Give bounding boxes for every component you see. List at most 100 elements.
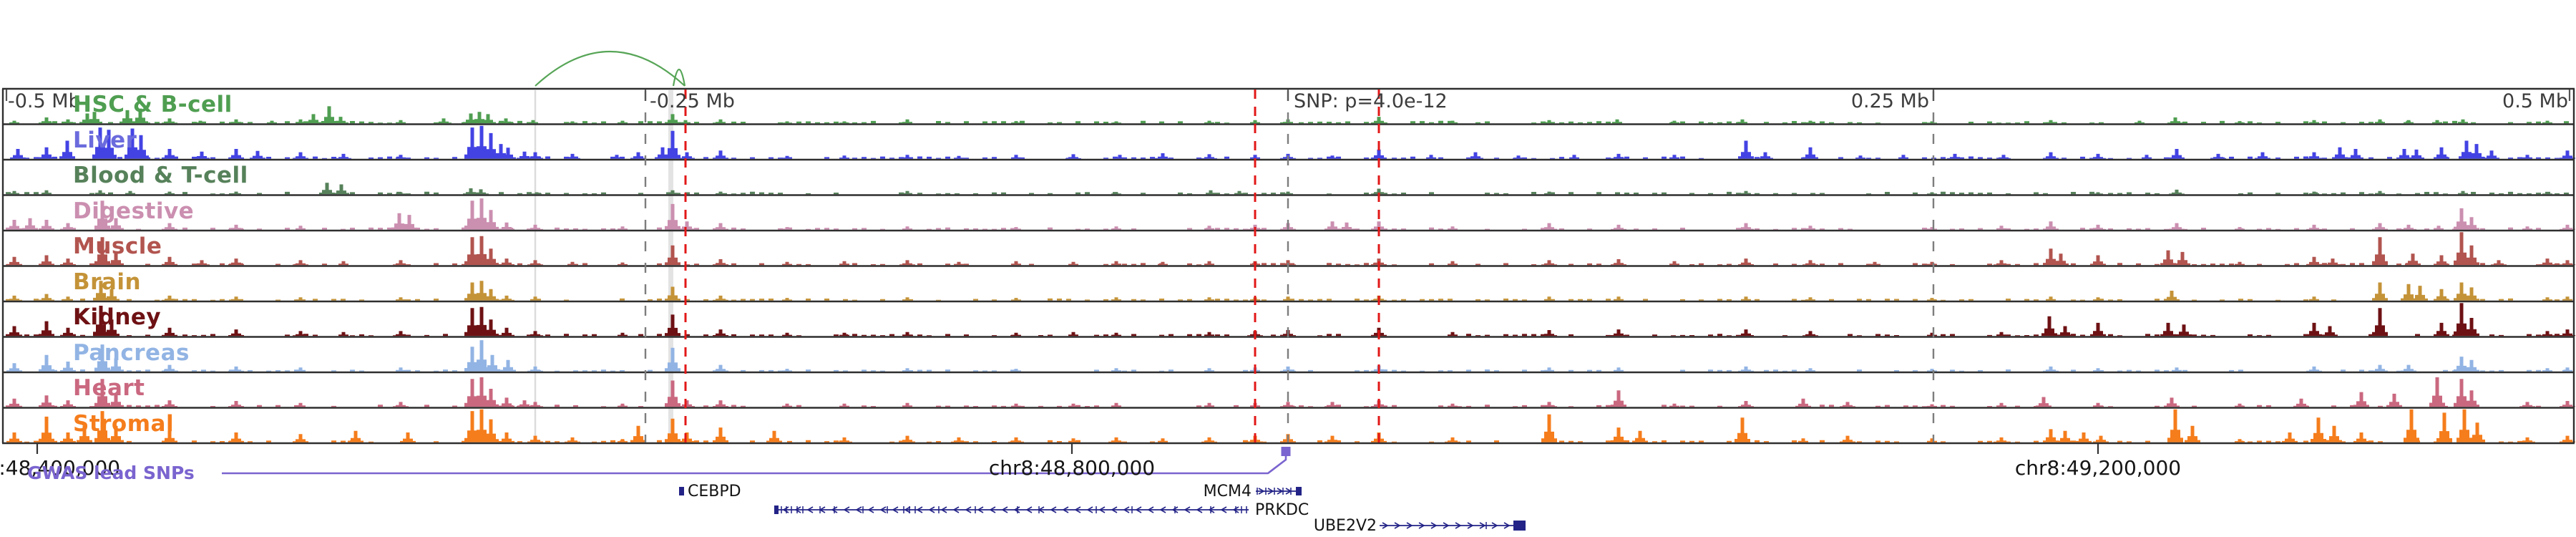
chr-coord-label-center: chr8:48,800,000	[988, 456, 1156, 480]
strand-arrow-icon	[1147, 506, 1154, 513]
chr-coord-label-right: chr8:49,200,000	[2014, 456, 2182, 480]
gene-end-box	[1296, 487, 1302, 495]
ruler-tick-label-pos05: 0.5 Mb	[2502, 90, 2568, 112]
track-label-kidney: Kidney	[73, 304, 162, 330]
lead-snp-lines	[684, 90, 1380, 442]
track-label-muscle: Muscle	[73, 233, 162, 259]
ruler-ticks	[5, 90, 2571, 101]
strand-arrow-icon	[989, 506, 996, 513]
strand-arrow-icon	[1074, 506, 1081, 513]
strand-arrow-icon	[794, 506, 801, 513]
strand-arrow-icon	[916, 506, 923, 513]
gene-end-box	[774, 505, 779, 514]
strand-arrow-icon	[1050, 506, 1057, 513]
strand-arrow-icon	[1443, 522, 1450, 529]
strand-arrow-icon	[1277, 488, 1284, 495]
track-signal-brain	[6, 281, 2572, 301]
strand-arrow-icon	[1220, 506, 1227, 513]
chr-coord-label-left: chr8:48,400,000	[0, 456, 121, 480]
strand-arrow-icon	[940, 506, 947, 513]
gene-label-mcm4: MCM4	[1203, 483, 1252, 500]
strand-arrow-icon	[1001, 506, 1008, 513]
strand-arrow-icon	[928, 506, 935, 513]
track-signal-liver	[10, 125, 2575, 159]
track-label-brain: Brain	[73, 268, 142, 295]
strand-arrow-icon	[1098, 506, 1106, 513]
strand-arrow-icon	[806, 506, 814, 513]
genome-axis-ticks	[36, 443, 2099, 454]
strand-arrow-icon	[965, 506, 972, 513]
strand-arrow-icon	[879, 506, 887, 513]
track-signal-digestive	[6, 198, 2575, 230]
strand-arrow-icon	[1062, 506, 1069, 513]
strand-arrow-icon	[1196, 506, 1203, 513]
gwas-lead-snps-label: GWAS lead SNPs	[27, 463, 195, 483]
position-tick-lines	[644, 91, 1935, 442]
strand-arrow-icon	[1111, 506, 1118, 513]
strand-arrow-icon	[1455, 522, 1462, 529]
gene-models	[679, 487, 1526, 531]
strand-arrow-icon	[1430, 522, 1438, 529]
strand-arrow-icon	[1418, 522, 1425, 529]
gene-prkdc	[774, 505, 1249, 514]
ruler-tick-label-pos025: 0.25 Mb	[1850, 90, 1929, 112]
strand-arrow-icon	[1232, 506, 1239, 513]
strand-arrow-icon	[1025, 506, 1033, 513]
ruler-tick-label-neg05: -0.5 Mb	[8, 90, 81, 112]
gene-label-cebpd: CEBPD	[688, 483, 741, 500]
gene-end-box	[1513, 521, 1526, 531]
gwas-track	[222, 447, 1291, 475]
strand-arrow-icon	[1135, 506, 1142, 513]
strand-arrow-icon	[867, 506, 874, 513]
track-signal-hsc-b-cell	[9, 106, 2569, 124]
interaction-arc	[535, 51, 686, 87]
gene-ube2v2	[1380, 521, 1526, 531]
gene-label-prkdc: PRKDC	[1255, 501, 1309, 519]
strand-arrow-icon	[1159, 506, 1166, 513]
track-signal-kidney	[6, 303, 2575, 337]
interaction-arc	[672, 69, 686, 87]
strand-arrow-icon	[1208, 506, 1215, 513]
track-label-digestive: Digestive	[73, 198, 195, 224]
track-label-heart: Heart	[73, 375, 145, 401]
track-label-liver: Liver	[73, 127, 137, 153]
gwas-line	[222, 456, 1287, 475]
strand-arrow-icon	[1406, 522, 1413, 529]
gene-label-ube2v2: UBE2V2	[1313, 517, 1377, 535]
strand-arrow-icon	[1285, 488, 1292, 495]
ruler-tick-label-neg025: -0.25 Mb	[650, 90, 735, 112]
strand-arrow-icon	[904, 506, 911, 513]
strand-arrow-icon	[1267, 488, 1274, 495]
strand-arrow-icon	[843, 506, 850, 513]
strand-arrow-icon	[855, 506, 862, 513]
gene-mcm4	[1256, 487, 1302, 495]
interaction-arcs	[535, 51, 686, 87]
gene-body-box	[679, 487, 684, 495]
track-signal-muscle	[6, 232, 2575, 266]
strand-arrow-icon	[1171, 506, 1179, 513]
strand-arrow-icon	[1123, 506, 1130, 513]
strand-arrow-icon	[1503, 522, 1511, 529]
strand-arrow-icon	[952, 506, 960, 513]
track-signal-blood-t-cell	[6, 183, 2569, 195]
track-signal-heart	[6, 377, 2575, 407]
gene-cebpd	[679, 487, 684, 495]
strand-arrow-icon	[1491, 522, 1498, 529]
strand-arrow-icon	[1394, 522, 1401, 529]
strand-arrow-icon	[1184, 506, 1191, 513]
track-label-blood-t-cell: Blood & T-cell	[73, 163, 248, 188]
track-label-stromal: Stromal	[73, 410, 175, 437]
strand-arrow-icon	[977, 506, 984, 513]
track-signal-stromal	[6, 409, 2575, 442]
track-signal-pancreas	[6, 340, 2572, 372]
strand-arrow-icon	[892, 506, 899, 513]
track-label-pancreas: Pancreas	[73, 339, 190, 366]
strand-arrow-icon	[1086, 506, 1093, 513]
strand-arrow-icon	[831, 506, 838, 513]
strand-arrow-icon	[1467, 522, 1474, 529]
strand-arrow-icon	[1382, 522, 1389, 529]
track-label-hsc-b-cell: HSC & B-cell	[73, 92, 233, 117]
snp-pvalue-label: SNP: p=4.0e-12	[1294, 90, 1448, 112]
